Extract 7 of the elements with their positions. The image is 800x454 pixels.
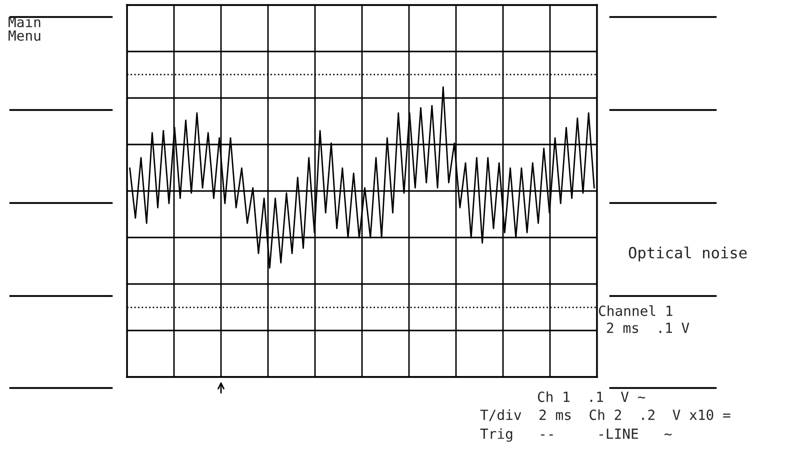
text: Ch 1 .1 V ~: [538, 391, 646, 402]
text: Optical noise: [628, 246, 747, 262]
text: Trig -- -LINE ~: [480, 428, 672, 442]
text: Channel 1: [598, 305, 672, 316]
text: Main Menu: [8, 16, 40, 41]
text: 2 ms .1 V: [607, 322, 690, 334]
text: T/div 2 ms Ch 2 .2 V x10 =: [480, 409, 730, 422]
